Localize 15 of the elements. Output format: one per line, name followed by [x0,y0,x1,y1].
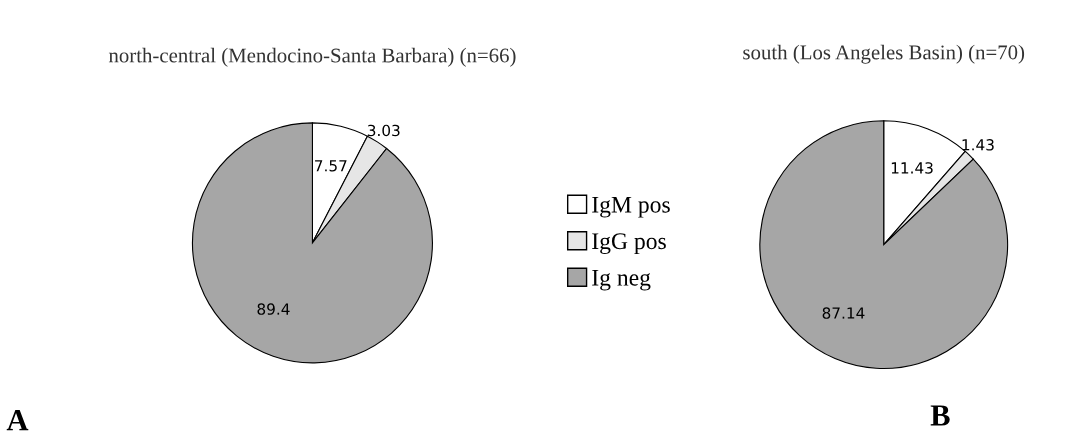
data-label: 3.03 [367,124,400,137]
legend-label: IgG pos [592,233,666,255]
text: B [930,405,950,426]
data-label: 11.43 [891,162,933,174]
pie-slice [191,122,433,364]
chart-title: south (Los Angeles Basin) (n=70) [743,44,1025,64]
data-label: 87.14 [822,307,865,319]
legend-label: IgM pos [592,196,670,218]
data-label: 7.57 [315,160,347,172]
pie-slice [759,120,1009,370]
text: A [6,410,29,431]
legend-label: Ig neg [592,269,651,291]
data-label: 1.43 [962,139,994,151]
chart-title: north-central (Mendocino-Santa Barbara) (n=66) [108,47,516,67]
data-label: 89.4 [257,303,290,315]
